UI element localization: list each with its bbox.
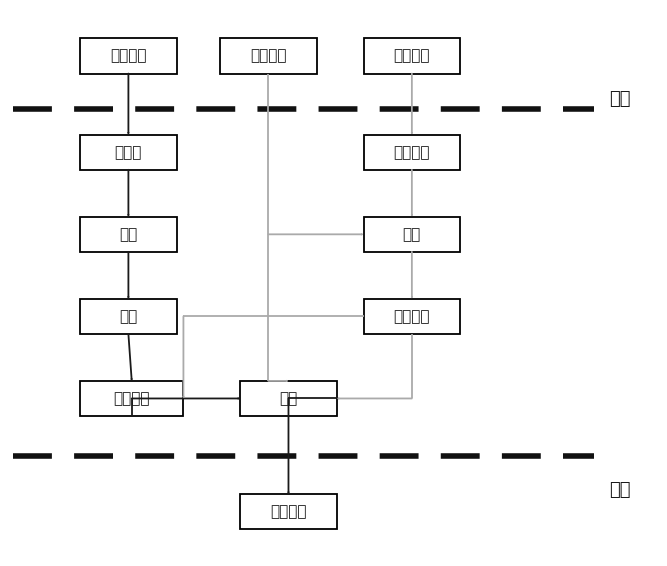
Bar (364, 38, 460, 74)
Text: 输入: 输入 (610, 90, 631, 108)
Text: 脉冲个数: 脉冲个数 (394, 309, 430, 324)
Text: 触发脉冲: 触发脉冲 (270, 504, 307, 519)
Text: 仿真输入: 仿真输入 (394, 49, 430, 63)
Bar (80, 299, 177, 334)
Bar (80, 381, 183, 416)
Bar (80, 135, 177, 170)
Bar (364, 299, 460, 334)
Bar (364, 135, 460, 170)
Text: 倍频: 倍频 (119, 309, 137, 324)
Bar (80, 38, 177, 74)
Text: 车轮转动: 车轮转动 (110, 49, 147, 63)
Text: 输出: 输出 (610, 481, 631, 499)
Bar (240, 494, 337, 529)
Text: 测频: 测频 (119, 227, 137, 242)
Bar (80, 217, 177, 252)
Text: 分频: 分频 (279, 391, 297, 406)
Text: 参数设置: 参数设置 (250, 49, 287, 63)
Text: 频率: 频率 (403, 227, 421, 242)
Bar (240, 381, 337, 416)
Text: 分频系数: 分频系数 (113, 391, 150, 406)
Bar (220, 38, 317, 74)
Bar (364, 217, 460, 252)
Text: 仿真系统: 仿真系统 (394, 145, 430, 160)
Text: 编码器: 编码器 (115, 145, 142, 160)
